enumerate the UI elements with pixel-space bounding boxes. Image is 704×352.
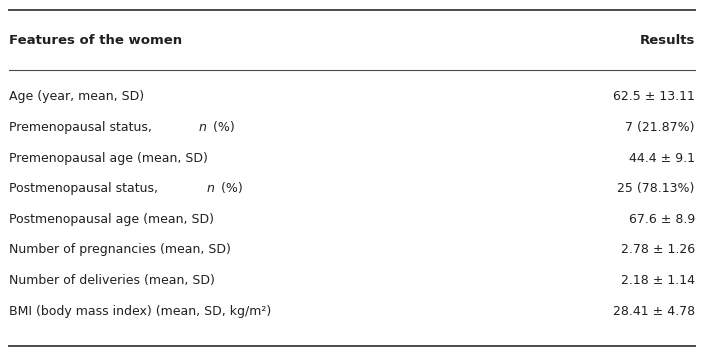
Text: Results: Results — [639, 34, 695, 47]
Text: 62.5 ± 13.11: 62.5 ± 13.11 — [613, 90, 695, 103]
Text: Premenopausal status,: Premenopausal status, — [9, 121, 156, 134]
Text: Postmenopausal status,: Postmenopausal status, — [9, 182, 162, 195]
Text: Age (year, mean, SD): Age (year, mean, SD) — [9, 90, 144, 103]
Text: Number of deliveries (mean, SD): Number of deliveries (mean, SD) — [9, 274, 215, 287]
Text: BMI (body mass index) (mean, SD, kg/m²): BMI (body mass index) (mean, SD, kg/m²) — [9, 305, 272, 318]
Text: n: n — [206, 182, 215, 195]
Text: (%): (%) — [209, 121, 234, 134]
Text: Number of pregnancies (mean, SD): Number of pregnancies (mean, SD) — [9, 244, 231, 256]
Text: 67.6 ± 8.9: 67.6 ± 8.9 — [629, 213, 695, 226]
Text: n: n — [199, 121, 206, 134]
Text: 44.4 ± 9.1: 44.4 ± 9.1 — [629, 152, 695, 164]
Text: 2.18 ± 1.14: 2.18 ± 1.14 — [621, 274, 695, 287]
Text: Premenopausal age (mean, SD): Premenopausal age (mean, SD) — [9, 152, 208, 164]
Text: Postmenopausal age (mean, SD): Postmenopausal age (mean, SD) — [9, 213, 214, 226]
Text: 25 (78.13%): 25 (78.13%) — [617, 182, 695, 195]
Text: 28.41 ± 4.78: 28.41 ± 4.78 — [612, 305, 695, 318]
Text: 2.78 ± 1.26: 2.78 ± 1.26 — [621, 244, 695, 256]
Text: 7 (21.87%): 7 (21.87%) — [625, 121, 695, 134]
Text: Features of the women: Features of the women — [9, 34, 182, 47]
Text: (%): (%) — [217, 182, 242, 195]
